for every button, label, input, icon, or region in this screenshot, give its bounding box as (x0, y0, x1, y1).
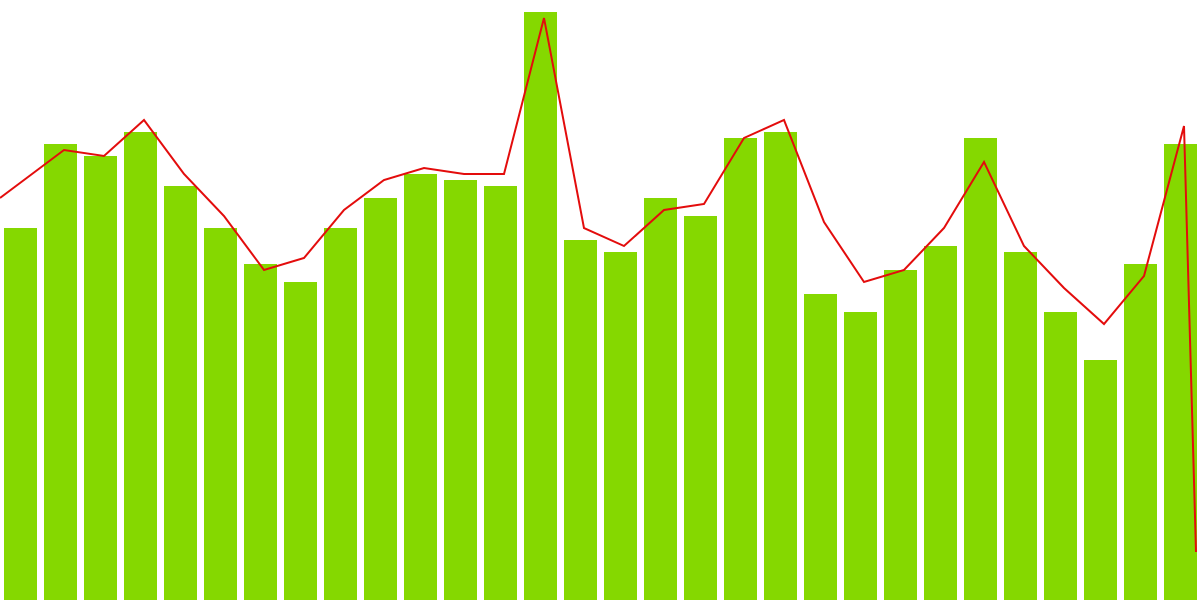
bar (4, 228, 37, 600)
bar (1004, 252, 1037, 600)
bar (404, 174, 437, 600)
bar (1084, 360, 1117, 600)
bar (804, 294, 837, 600)
bar (724, 138, 757, 600)
bar (684, 216, 717, 600)
bar (964, 138, 997, 600)
bar (604, 252, 637, 600)
bar (1124, 264, 1157, 600)
bar (564, 240, 597, 600)
bar (44, 144, 77, 600)
bar (204, 228, 237, 600)
bar (524, 12, 557, 600)
bar (84, 156, 117, 600)
bar (884, 270, 917, 600)
bar (924, 246, 957, 600)
bar (844, 312, 877, 600)
bar-line-chart (0, 0, 1200, 600)
bar (1164, 144, 1197, 600)
bar (164, 186, 197, 600)
bar (244, 264, 277, 600)
bar (124, 132, 157, 600)
bar (444, 180, 477, 600)
bar (484, 186, 517, 600)
bar (644, 198, 677, 600)
bar (284, 282, 317, 600)
bar (324, 228, 357, 600)
bar (1044, 312, 1077, 600)
bar (364, 198, 397, 600)
bar (764, 132, 797, 600)
